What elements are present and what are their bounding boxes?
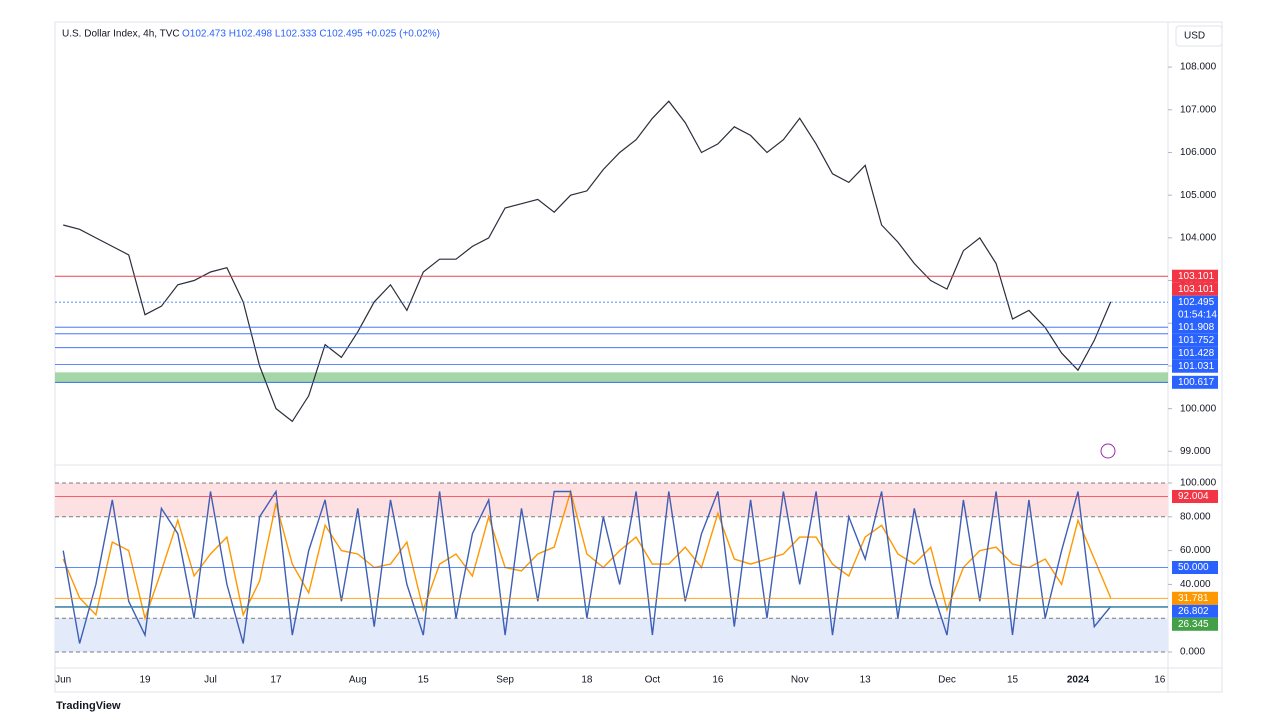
price-label-box bbox=[1172, 591, 1218, 605]
y-tick-label: 106.000 bbox=[1180, 147, 1217, 158]
y-tick-label: 100.000 bbox=[1180, 403, 1217, 414]
price-label-box bbox=[1172, 375, 1218, 389]
price-label: 26.802 bbox=[1178, 606, 1209, 617]
y-tick-label: 99.000 bbox=[1180, 446, 1211, 457]
price-label-box bbox=[1172, 359, 1218, 373]
x-tick-label: Jun bbox=[55, 675, 71, 686]
price-label: 102.495 bbox=[1178, 297, 1215, 308]
countdown: 01:54:14 bbox=[1178, 309, 1217, 320]
price-label: 26.345 bbox=[1178, 619, 1209, 630]
frame bbox=[54, 21, 1223, 693]
price-label: 103.101 bbox=[1178, 284, 1215, 295]
price-label: 101.428 bbox=[1178, 348, 1215, 359]
x-tick-label: 15 bbox=[1007, 675, 1019, 686]
x-tick-label: Oct bbox=[645, 675, 661, 686]
price-label-box bbox=[1172, 295, 1218, 309]
y-tick-label: 104.000 bbox=[1180, 232, 1217, 243]
price-label: 101.908 bbox=[1178, 322, 1215, 333]
price-label-box bbox=[1172, 617, 1218, 631]
x-tick-label: 16 bbox=[712, 675, 724, 686]
price-label: 50.000 bbox=[1178, 562, 1209, 573]
x-tick-label: 17 bbox=[270, 675, 282, 686]
price-label-box bbox=[1172, 604, 1218, 618]
y-tick-label: 100.000 bbox=[1180, 478, 1217, 489]
y-tick-label: 40.000 bbox=[1180, 579, 1211, 590]
series-line bbox=[63, 100, 1112, 423]
y-tick-label: 107.000 bbox=[1180, 104, 1217, 115]
x-tick-label: Aug bbox=[349, 675, 367, 686]
y-tick-label: 80.000 bbox=[1180, 511, 1211, 522]
footer-logo: TradingView bbox=[56, 700, 121, 712]
price-label: 92.004 bbox=[1178, 491, 1209, 502]
price-label-box bbox=[1172, 282, 1218, 296]
price-label: 31.781 bbox=[1178, 593, 1209, 604]
price-label-box bbox=[1172, 320, 1218, 334]
x-tick-label: 13 bbox=[860, 675, 872, 686]
x-tick-label: 15 bbox=[418, 675, 430, 686]
price-label: 101.752 bbox=[1178, 335, 1215, 346]
x-tick-label: Dec bbox=[938, 675, 956, 686]
band bbox=[55, 483, 1168, 517]
x-tick-label: 16 bbox=[1154, 675, 1166, 686]
alert-icon[interactable] bbox=[1100, 443, 1116, 459]
band bbox=[55, 618, 1168, 652]
price-label-box bbox=[1172, 346, 1218, 360]
currency[interactable]: USD bbox=[1184, 31, 1205, 42]
price-label-box bbox=[1172, 490, 1218, 504]
series-line bbox=[62, 489, 1112, 644]
price-label-box bbox=[1172, 269, 1218, 283]
price-label: 100.617 bbox=[1178, 377, 1215, 388]
x-tick-label: Jul bbox=[204, 675, 217, 686]
price-label: 103.101 bbox=[1178, 271, 1215, 282]
y-tick-label: 105.000 bbox=[1180, 190, 1217, 201]
y-tick-label: 60.000 bbox=[1180, 545, 1211, 556]
currency-button[interactable] bbox=[1175, 25, 1223, 47]
price-label-box bbox=[1172, 561, 1218, 574]
price-label: 101.031 bbox=[1178, 361, 1215, 372]
x-tick-label: 19 bbox=[139, 675, 151, 686]
y-tick-label: 0.000 bbox=[1180, 647, 1205, 658]
y-tick-label: 108.000 bbox=[1180, 62, 1217, 73]
x-tick-label: 18 bbox=[581, 675, 593, 686]
zone bbox=[55, 372, 1168, 384]
price-label-box bbox=[1172, 333, 1218, 347]
symbol-title: U.S. Dollar Index, 4h, TVC bbox=[62, 29, 180, 40]
x-tick-label: Nov bbox=[791, 675, 809, 686]
countdown-box bbox=[1172, 308, 1218, 322]
x-tick-label: 2024 bbox=[1067, 675, 1090, 686]
x-tick-label: Sep bbox=[496, 675, 514, 686]
ohlc: O102.473 H102.498 L102.333 C102.495 +0.0… bbox=[182, 29, 440, 40]
series-line bbox=[62, 488, 1112, 621]
